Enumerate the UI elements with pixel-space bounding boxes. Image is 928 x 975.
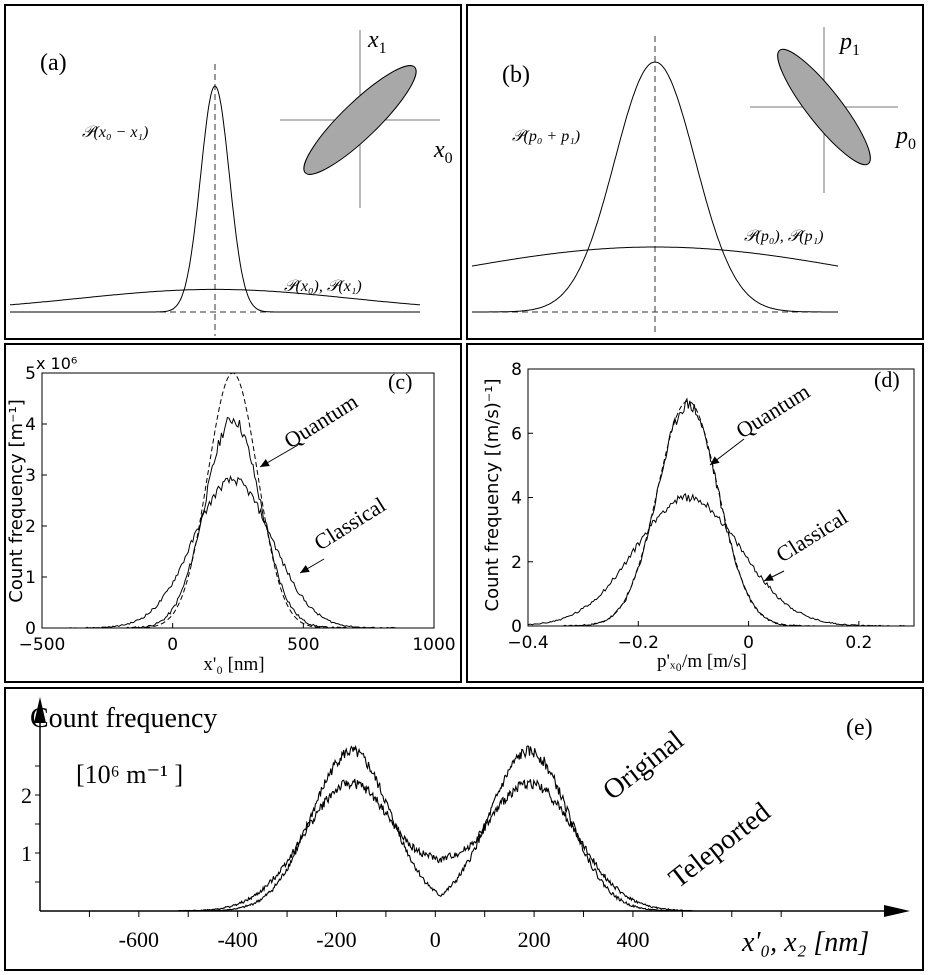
arrow-head xyxy=(710,456,720,465)
y-tick-label: 2 xyxy=(25,517,36,537)
narrow-curve-label: 𝒫(p₀ + p₁) xyxy=(512,128,580,145)
y-axis-unit: [10⁶ m⁻¹ ] xyxy=(76,760,183,789)
broad-curve-label: 𝒫(p₀), 𝒫(p₁) xyxy=(744,228,824,245)
y-tick-label: 4 xyxy=(25,415,36,435)
x-tick-label: -200 xyxy=(316,927,356,952)
quantum-annotation: Quantum xyxy=(279,389,362,454)
panel-e: -600 -400 -200 0 200 400 1 2 Count frequency [10⁶… xyxy=(4,687,924,971)
plot-a: (a) 𝒫(x₀ − x₁) 𝒫(x₀), 𝒫(x₁) x0 x1 xyxy=(9,27,453,336)
x-tick-label: −500 xyxy=(19,635,66,655)
classical-curve xyxy=(69,474,397,629)
y-tick-label: 2 xyxy=(511,553,522,573)
panel-d: −0.4 −0.2 0 0.2 0 2 4 6 8 (d) Count frequency [(m/… xyxy=(466,343,924,683)
y-tick-label: 0 xyxy=(511,617,522,637)
narrow-distribution-curve xyxy=(472,61,838,313)
broad-distribution-curve xyxy=(9,288,421,306)
quantum-curve xyxy=(560,397,815,627)
y-axis-label: Count frequency xyxy=(30,703,217,734)
broad-distribution-curve xyxy=(471,246,839,267)
panel-b: (b) 𝒫(p₀ + p₁) 𝒫(p₀), 𝒫(p₁) p0 p1 xyxy=(466,4,924,340)
x-tick-label: −0.4 xyxy=(507,633,548,653)
original-curve xyxy=(178,744,693,912)
quantum-annotation: Quantum xyxy=(731,379,814,444)
correlation-ellipse xyxy=(777,48,871,166)
x-tick-label: 0 xyxy=(167,635,178,655)
y-tick-label: 8 xyxy=(511,360,522,380)
panel-c: −500 0 500 1000 0 1 2 3 4 5 (c) x 10⁶ Count frequenc… xyxy=(4,343,462,683)
y-axis-arrowhead xyxy=(34,697,46,723)
x-axis-label: x'₀, x₂ [nm] xyxy=(741,927,869,958)
x-tick-label: 400 xyxy=(616,927,649,952)
teleported-annotation: Teleported xyxy=(663,797,776,895)
narrow-distribution-curve xyxy=(10,85,420,313)
panel-label: (e) xyxy=(846,715,873,741)
x-tick-label: -400 xyxy=(217,927,257,952)
inset-y-label: x1 xyxy=(367,27,387,57)
arrow-head xyxy=(764,573,774,581)
x-axis-arrowhead xyxy=(884,905,910,917)
y-tick-label: 2 xyxy=(21,783,32,808)
x-tick-label: −0.2 xyxy=(618,633,659,653)
y-tick-label: 3 xyxy=(25,466,36,486)
x-tick-label: 1000 xyxy=(412,635,455,655)
panel-label: (c) xyxy=(388,369,412,394)
panel-label: (a) xyxy=(40,50,67,76)
x-axis-label: x'₀ [nm] xyxy=(203,654,264,675)
theory-curve xyxy=(560,400,815,627)
x-tick-label: -600 xyxy=(119,927,159,952)
inset-x-label: x0 xyxy=(433,137,453,167)
y-tick-label: 6 xyxy=(511,424,522,444)
plot-box xyxy=(41,372,435,629)
correlation-ellipse xyxy=(303,65,417,175)
inset-x-label: p0 xyxy=(894,123,916,153)
y-tick-label: 1 xyxy=(25,568,36,588)
quantum-curve xyxy=(118,416,347,629)
panel-a: (a) 𝒫(x₀ − x₁) 𝒫(x₀), 𝒫(x₁) x0 x1 xyxy=(4,4,462,340)
scale-label: x 10⁶ xyxy=(36,354,77,373)
panel-label: (b) xyxy=(502,62,530,88)
y-tick-label: 0 xyxy=(25,619,36,639)
broad-curve-label: 𝒫(x₀), 𝒫(x₁) xyxy=(284,278,362,295)
arrow-head xyxy=(300,565,310,573)
plot-b: (b) 𝒫(p₀ + p₁) 𝒫(p₀), 𝒫(p₁) p0 p1 xyxy=(471,27,916,336)
teleported-curve xyxy=(178,778,693,912)
original-annotation: Original xyxy=(597,725,690,807)
y-tick-label: 1 xyxy=(21,841,32,866)
x-tick-label: 0 xyxy=(430,927,441,952)
y-axis-label: Count frequency [(m/s)⁻¹] xyxy=(482,379,503,612)
arrow-head xyxy=(260,459,270,467)
theory-curve xyxy=(129,372,337,629)
y-axis-label: Count frequency [m⁻¹] xyxy=(6,399,27,602)
classical-curve xyxy=(527,492,907,627)
classical-annotation: Classical xyxy=(309,492,390,555)
plot-box xyxy=(527,368,915,627)
y-tick-label: 4 xyxy=(511,489,522,509)
x-tick-label: 500 xyxy=(287,635,319,655)
classical-annotation: Classical xyxy=(771,504,852,567)
plot-d: −0.4 −0.2 0 0.2 0 2 4 6 8 (d) Count frequency [(m/… xyxy=(482,360,915,672)
y-tick-label: 5 xyxy=(25,364,36,384)
x-tick-label: 0.2 xyxy=(845,633,872,653)
plot-e: -600 -400 -200 0 200 400 1 2 Count frequency [10⁶… xyxy=(21,697,910,958)
x-axis-label: p'ₓ₀/m [m/s] xyxy=(657,651,747,672)
panel-label: (d) xyxy=(874,367,900,392)
x-tick-label: 200 xyxy=(518,927,551,952)
narrow-curve-label: 𝒫(x₀ − x₁) xyxy=(82,124,148,141)
inset-y-label: p1 xyxy=(838,29,860,59)
x-tick-label: 0 xyxy=(743,633,754,653)
